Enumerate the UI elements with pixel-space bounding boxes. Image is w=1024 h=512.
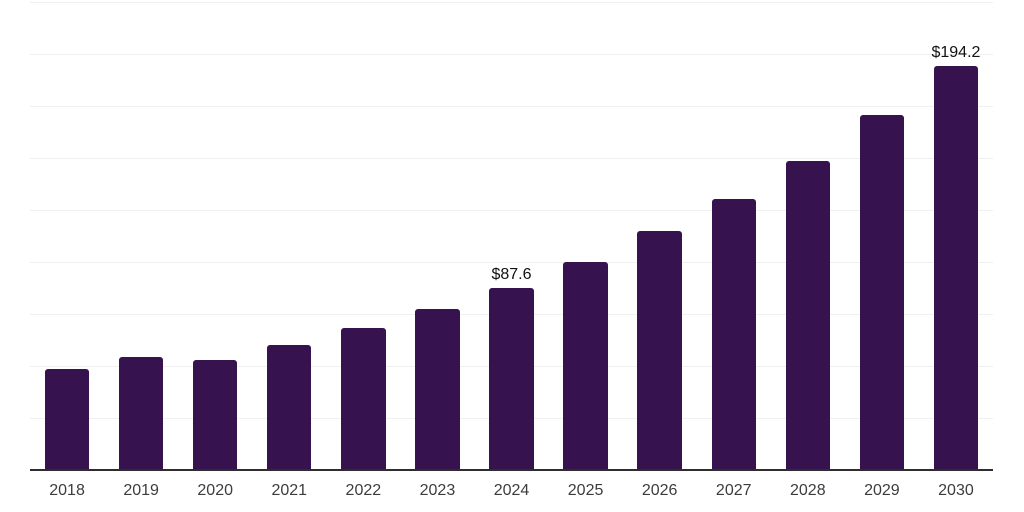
bar-2024 <box>489 287 534 470</box>
bar-2028 <box>785 160 831 470</box>
x-axis-line <box>30 469 993 471</box>
value-label-2024: $87.6 <box>491 265 532 283</box>
bar-2018 <box>44 368 90 470</box>
gridline-125 <box>30 210 993 211</box>
gridline-100 <box>30 262 993 263</box>
x-tick-label-2029: 2029 <box>864 482 900 499</box>
bar-2025 <box>563 261 608 470</box>
x-tick-label-2022: 2022 <box>345 482 382 499</box>
bar-2022 <box>341 327 386 470</box>
gridline-225 <box>30 2 993 3</box>
x-tick-label-2025: 2025 <box>567 482 604 499</box>
x-tick-label-2027: 2027 <box>715 482 752 499</box>
gridline-175 <box>30 106 993 107</box>
x-tick-label-2023: 2023 <box>419 482 456 499</box>
bar-2030 <box>933 66 979 470</box>
bar-2027 <box>711 198 756 470</box>
value-label-2030: $194.2 <box>931 44 981 62</box>
bar-2029 <box>859 115 905 470</box>
plot-area: $87.6 $194.2 <box>30 2 993 471</box>
x-tick-label-2019: 2019 <box>123 482 159 499</box>
bar-2020 <box>192 359 238 470</box>
x-tick-label-2026: 2026 <box>641 482 678 499</box>
x-tick-label-2020: 2020 <box>197 482 233 499</box>
x-tick-label-2021: 2021 <box>271 482 308 499</box>
gridline-200 <box>30 54 993 55</box>
x-axis-tick-labels: 2018 2019 2020 2021 2022 2023 2024 2025 2026 2027… <box>30 470 993 512</box>
x-tick-label-2024: 2024 <box>493 482 530 499</box>
bar-2019 <box>118 356 164 470</box>
gridline-150 <box>30 158 993 159</box>
bar-2023 <box>415 309 460 470</box>
x-tick-label-2018: 2018 <box>49 482 85 499</box>
bar-2021 <box>267 344 312 470</box>
bar-2026 <box>637 231 682 470</box>
x-tick-label-2030: 2030 <box>938 482 974 499</box>
x-tick-label-2028: 2028 <box>790 482 826 499</box>
